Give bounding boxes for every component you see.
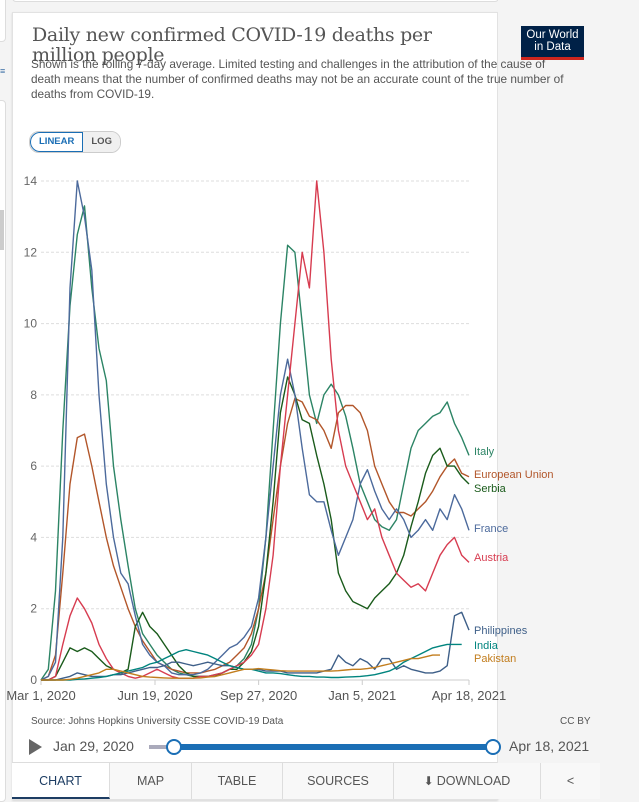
series-line-italy[interactable] [40,205,470,681]
legend-label-philippines[interactable]: Philippines [474,625,528,637]
legend-label-austria[interactable]: Austria [474,552,509,564]
y-tick-label: 14 [24,174,38,188]
series-line-france[interactable] [40,180,470,681]
y-tick-label: 10 [24,317,38,331]
right-panel [498,0,639,798]
previous-card-edge [0,0,6,42]
tab-map[interactable]: MAP [110,763,192,799]
x-tick-label: Mar 1, 2020 [6,688,75,703]
chart-subtitle: Shown is the rolling 7-day average. Limi… [31,57,564,101]
tab-sources[interactable]: SOURCES [283,763,394,799]
tab-bar: CHART MAP TABLE SOURCES ⬇ DOWNLOAD < [12,762,600,799]
x-tick-label: Apr 18, 2021 [432,688,506,703]
chart-title: Daily new confirmed COVID-19 deaths per … [32,24,432,66]
y-tick-label: 6 [30,459,37,473]
y-tick-label: 12 [24,245,38,259]
x-tick-label: Jun 19, 2020 [117,688,192,703]
filter-icon[interactable]: ≡ [0,66,6,76]
legend-label-european-union[interactable]: European Union [474,469,554,481]
share-button[interactable]: < [541,763,600,799]
y-tick-label: 8 [30,388,37,402]
side-scrollbar[interactable] [0,210,4,250]
legend-label-serbia[interactable]: Serbia [474,483,507,495]
legend-label-india[interactable]: India [474,640,499,652]
timeline-start-label: Jan 29, 2020 [53,738,134,754]
scale-toggle: LINEAR LOG [29,131,121,153]
license-link[interactable]: CC BY [560,716,591,727]
tab-download[interactable]: ⬇ DOWNLOAD [394,763,541,799]
log-scale-button[interactable]: LOG [83,132,120,152]
series-line-european-union[interactable] [40,397,470,681]
play-icon[interactable] [29,739,42,755]
y-tick-label: 2 [30,602,37,616]
logo-line-1: Our World [526,29,579,41]
source-link[interactable]: Source: Johns Hopkins University CSSE CO… [31,716,284,727]
y-tick-label: 0 [30,673,37,687]
x-tick-label: Jan 5, 2021 [328,688,396,703]
download-icon: ⬇ [423,774,434,788]
legend-label-pakistan[interactable]: Pakistan [474,653,516,665]
timeline-start-handle[interactable] [166,739,182,755]
timeline: Jan 29, 2020 Apr 18, 2021 [29,737,599,757]
line-chart: 0 2 4 6 8 10 12 14 Mar 1, 2020 Jun 19, 2020 Sep 2… [6,174,554,703]
series-line-pakistan[interactable] [41,654,440,681]
timeline-end-label: Apr 18, 2021 [509,738,590,754]
timeline-end-handle[interactable] [485,739,501,755]
tab-chart[interactable]: CHART [12,763,110,799]
owid-logo[interactable]: Our World in Data [521,26,584,60]
x-tick-label: Sep 27, 2020 [220,688,297,703]
y-tick-label: 4 [30,530,37,544]
previous-card [12,0,499,2]
linear-scale-button[interactable]: LINEAR [30,132,84,152]
tab-table[interactable]: TABLE [192,763,283,799]
legend-label-italy[interactable]: Italy [474,446,495,458]
series-line-serbia[interactable] [41,376,470,681]
download-label: DOWNLOAD [436,774,511,788]
share-icon: < [566,774,575,788]
timeline-selected-range[interactable] [174,744,494,750]
logo-line-2: in Data [534,41,571,53]
series-line-austria[interactable] [41,180,470,681]
timeline-track[interactable] [149,745,174,749]
legend-label-france[interactable]: France [474,523,508,535]
